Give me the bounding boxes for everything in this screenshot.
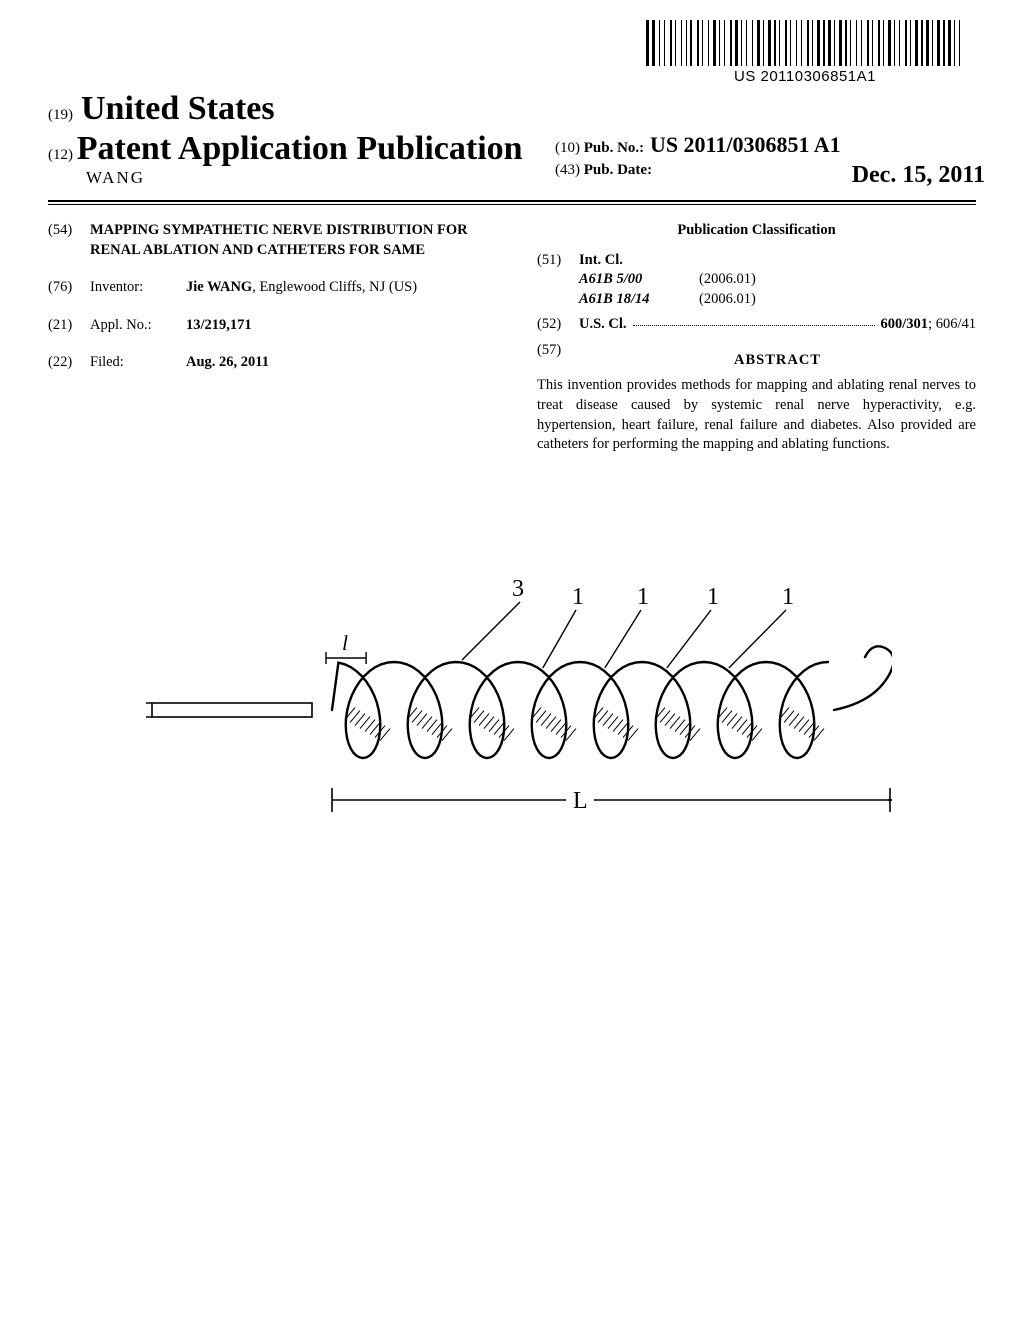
intcl-year-0: (2006.01) [699, 270, 756, 290]
field-57-row: (57) ABSTRACT [537, 341, 976, 377]
field-52-row: (52) U.S. Cl. 600/301; 606/41 [537, 315, 976, 335]
filed-label: Filed: [90, 353, 186, 373]
svg-text:3: 3 [512, 576, 524, 602]
field-76: (76) [48, 278, 90, 298]
uscl-leader-dots [633, 315, 875, 326]
svg-text:L: L [573, 788, 588, 814]
divider-thin [48, 204, 976, 205]
coil-figure-svg: 3 1 1 1 1 l L [132, 560, 892, 880]
uscl-values: 600/301; 606/41 [881, 315, 976, 335]
pub-class-heading: Publication Classification [537, 221, 976, 241]
figure: 3 1 1 1 1 l L [0, 560, 1024, 885]
field-22-row: (22) Filed: Aug. 26, 2011 [48, 353, 487, 373]
field-52: (52) [537, 315, 579, 335]
left-column: (54) MAPPING SYMPATHETIC NERVE DISTRIBUT… [48, 221, 487, 455]
svg-text:1: 1 [707, 584, 719, 610]
inventor-value: Jie WANG, Englewood Cliffs, NJ (US) [186, 278, 487, 298]
appl-no-label: Appl. No.: [90, 316, 186, 336]
svg-text:1: 1 [782, 584, 794, 610]
field-51-row: (51) Int. Cl. A61B 5/00 (2006.01) A61B 1… [537, 251, 976, 310]
field-76-row: (76) Inventor: Jie WANG, Englewood Cliff… [48, 278, 487, 298]
field-19: (19) [48, 107, 73, 123]
doc-type: Patent Application Publication [77, 130, 523, 167]
field-51: (51) [537, 251, 579, 310]
right-column: Publication Classification (51) Int. Cl.… [537, 221, 976, 455]
inventor-location: , Englewood Cliffs, NJ (US) [252, 279, 417, 295]
svg-text:1: 1 [637, 584, 649, 610]
biblio-columns: (54) MAPPING SYMPATHETIC NERVE DISTRIBUT… [48, 221, 976, 455]
uscl-label: U.S. Cl. [579, 315, 627, 335]
pub-no-label: Pub. No.: [584, 140, 644, 156]
header-right: (10) Pub. No.: US 2011/0306851 A1 (43) P… [555, 132, 985, 189]
field-54: (54) [48, 221, 90, 260]
appl-no: 13/219,171 [186, 316, 487, 336]
pub-no: US 2011/0306851 A1 [650, 132, 841, 157]
field-54-row: (54) MAPPING SYMPATHETIC NERVE DISTRIBUT… [48, 221, 487, 260]
field-10: (10) [555, 140, 580, 156]
intcl-code-0: A61B 5/00 [579, 270, 699, 290]
divider-thick [48, 200, 976, 202]
uscl-rest: ; 606/41 [928, 316, 976, 332]
field-57: (57) [537, 341, 579, 377]
svg-text:1: 1 [572, 584, 584, 610]
intcl-label: Int. Cl. [579, 251, 976, 271]
field-22: (22) [48, 353, 90, 373]
filed-date: Aug. 26, 2011 [186, 353, 487, 373]
country-name: United States [81, 90, 275, 127]
intcl-code-1: A61B 18/14 [579, 290, 699, 310]
field-12: (12) [48, 147, 73, 163]
abstract-heading: ABSTRACT [579, 351, 976, 371]
uscl-main: 600/301 [881, 316, 929, 332]
abstract-text: This invention provides methods for mapp… [537, 376, 976, 454]
inventor-name: Jie WANG [186, 279, 252, 295]
barcode [646, 20, 964, 66]
barcode-text: US 20110306851A1 [646, 68, 964, 85]
field-43: (43) [555, 162, 580, 178]
inventor-label: Inventor: [90, 278, 186, 298]
svg-text:l: l [342, 631, 348, 655]
intcl-body: Int. Cl. A61B 5/00 (2006.01) A61B 18/14 … [579, 251, 976, 310]
intcl-row-1: A61B 18/14 (2006.01) [579, 290, 976, 310]
field-21-row: (21) Appl. No.: 13/219,171 [48, 316, 487, 336]
pub-date-label: Pub. Date: [584, 162, 652, 178]
intcl-row-0: A61B 5/00 (2006.01) [579, 270, 976, 290]
field-21: (21) [48, 316, 90, 336]
barcode-block: US 20110306851A1 [646, 20, 964, 85]
invention-title: MAPPING SYMPATHETIC NERVE DISTRIBUTION F… [90, 221, 487, 260]
intcl-year-1: (2006.01) [699, 290, 756, 310]
pub-date: Dec. 15, 2011 [852, 162, 985, 189]
abstract-block: ABSTRACT [579, 341, 976, 377]
uscl-body: U.S. Cl. 600/301; 606/41 [579, 315, 976, 335]
